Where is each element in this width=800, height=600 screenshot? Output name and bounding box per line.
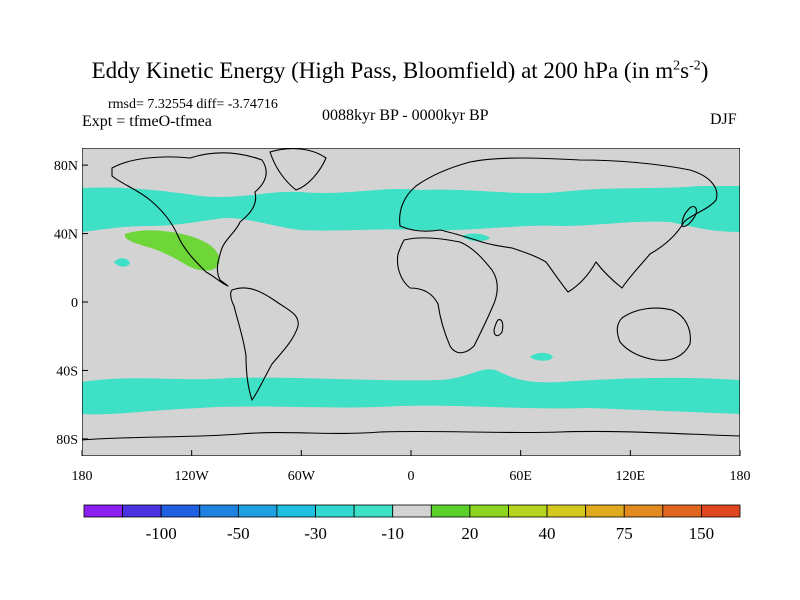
lat-tick-label: 0 <box>71 296 78 311</box>
eurasia-outline <box>399 157 718 293</box>
lat-tick-label: 40N <box>54 228 78 243</box>
colorbar-swatch <box>237 504 278 518</box>
colorbar-label: 20 <box>461 524 478 543</box>
lat-tick-label: 80N <box>54 159 78 174</box>
colorbar-swatch <box>546 504 587 518</box>
coastlines <box>82 148 740 441</box>
lon-tick-label: 120E <box>616 469 646 484</box>
lon-tick-label: 180 <box>72 469 93 484</box>
colorbar-swatch <box>83 504 123 518</box>
colorbar-swatch <box>353 504 394 518</box>
colorbar-swatch <box>122 504 162 518</box>
madagascar-outline <box>493 319 504 337</box>
colorbar-swatch <box>160 504 201 518</box>
colorbar-swatch <box>276 504 316 518</box>
lon-tick-label: 180 <box>730 469 751 484</box>
lon-tick-label: 60E <box>509 469 532 484</box>
colorbar-label: -50 <box>227 524 250 543</box>
africa-outline <box>396 237 498 354</box>
lon-tick-label: 0 <box>408 469 415 484</box>
experiment-label: Expt = tfmeO-tfmea <box>82 113 212 130</box>
colorbar-swatch <box>315 504 355 518</box>
colorbar-swatch <box>392 504 432 518</box>
australia-outline <box>616 307 691 361</box>
colorbar-swatch <box>585 504 625 518</box>
colorbar-swatch <box>701 504 741 518</box>
north-cyan-band <box>82 186 740 232</box>
colorbar-label: 40 <box>539 524 556 543</box>
colorbar-label: -30 <box>304 524 327 543</box>
colorbar-label: 75 <box>616 524 633 543</box>
period-label: 0088kyr BP - 0000kyr BP <box>322 107 489 124</box>
colorbar-label: -100 <box>146 524 177 543</box>
longitude-axis: 180 120W 60W 0 60E 120E 180 <box>72 450 751 484</box>
lat-tick-label: 40S <box>56 364 78 379</box>
colorbar-swatch <box>508 504 548 518</box>
south-america-outline <box>230 287 299 401</box>
japan-outline <box>681 205 697 227</box>
south-cyan-band <box>82 369 740 415</box>
colorbar-swatch <box>469 504 509 518</box>
cyan-spot-pacific <box>114 258 130 267</box>
antarctica-outline <box>82 430 740 441</box>
latitude-axis: 80N 40N 0 40S 80S <box>54 159 88 448</box>
north-america-outline <box>111 152 267 287</box>
colorbar-swatch <box>623 504 664 518</box>
colorbar-swatch <box>199 504 239 518</box>
cyan-spot-mediterranean <box>462 233 490 242</box>
greenland-outline <box>269 148 327 191</box>
lat-tick-label: 80S <box>56 433 78 448</box>
colorbar-swatch <box>430 504 471 518</box>
stats-line: rmsd= 7.32554 diff= -3.74716 <box>108 97 278 112</box>
chart-title: Eddy Kinetic Energy (High Pass, Bloomfie… <box>91 58 709 83</box>
colorbar: -100 -50 -30 -10 20 40 75 150 <box>83 504 741 543</box>
season-label: DJF <box>710 111 737 128</box>
lon-tick-label: 120W <box>175 469 210 484</box>
lon-tick-label: 60W <box>288 469 316 484</box>
colorbar-label: -10 <box>381 524 404 543</box>
cyan-spot-indian-ocean <box>530 352 553 361</box>
green-positive-region <box>124 230 220 271</box>
colorbar-swatch <box>662 504 702 518</box>
colorbar-label: 150 <box>689 524 715 543</box>
